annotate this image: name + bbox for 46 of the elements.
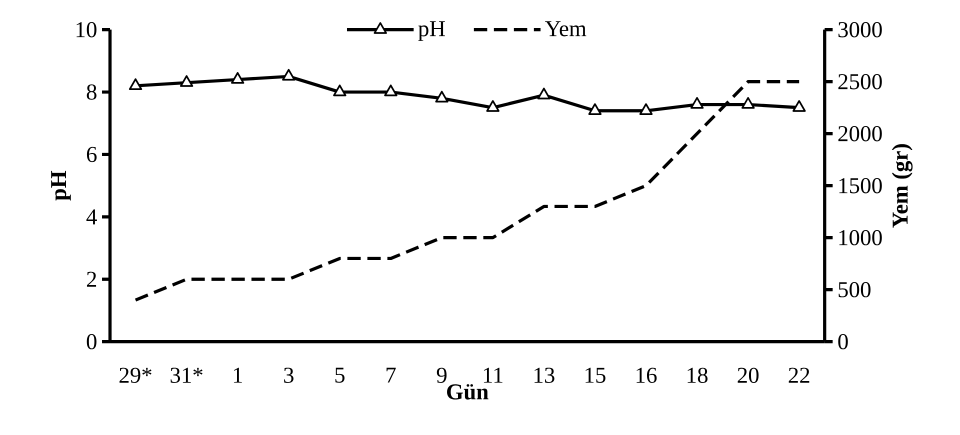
point bbox=[282, 68, 296, 81]
x-tick-label: 31* bbox=[170, 368, 202, 383]
y2-tick-label: 2500 bbox=[838, 74, 882, 90]
x-axis-title: Gün bbox=[447, 384, 488, 400]
point bbox=[333, 84, 346, 96]
point bbox=[230, 72, 244, 84]
x-tick-label: 22 bbox=[788, 368, 810, 383]
x-tick-label: 1 bbox=[234, 368, 242, 383]
x-tick-label: 3 bbox=[284, 368, 294, 383]
point bbox=[435, 90, 448, 102]
x-tick-label: 29* bbox=[120, 368, 152, 383]
x-tick-label: 9 bbox=[436, 368, 447, 383]
point bbox=[741, 97, 755, 109]
y2-tick-label: 500 bbox=[838, 282, 871, 298]
point bbox=[792, 100, 806, 112]
y-tick-label: 0 bbox=[86, 334, 96, 350]
point bbox=[537, 88, 551, 100]
x-tick-label: 20 bbox=[738, 368, 759, 383]
y2-tick-label: 1500 bbox=[839, 178, 882, 194]
x-tick-label: 5 bbox=[335, 368, 345, 383]
x-tick-label: 15 bbox=[586, 368, 606, 383]
x-tick-label: 13 bbox=[534, 368, 554, 383]
x-tick-label: 16 bbox=[636, 368, 657, 383]
x-tick-label: 11 bbox=[484, 368, 502, 383]
point bbox=[486, 100, 500, 112]
y-tick-label: 8 bbox=[86, 84, 96, 100]
x-tick-label: 7 bbox=[386, 368, 396, 383]
legend-label: pH bbox=[418, 21, 445, 41]
y-tick-label: 4 bbox=[86, 209, 97, 224]
legend-label: Yem bbox=[545, 21, 586, 36]
x-tick-label: 18 bbox=[688, 368, 708, 383]
y2-tick-label: 2000 bbox=[838, 126, 882, 142]
y-tick-label: 2 bbox=[86, 272, 96, 287]
y2-tick-label: 0 bbox=[838, 334, 848, 350]
point bbox=[384, 84, 398, 96]
y-tick-label: 10 bbox=[76, 22, 96, 38]
y2-tick-label: 1000 bbox=[839, 230, 882, 246]
point bbox=[639, 103, 653, 115]
point bbox=[588, 103, 602, 115]
y2-tick-label: 3000 bbox=[838, 22, 882, 38]
y-tick-label: 6 bbox=[86, 146, 97, 162]
point bbox=[180, 75, 194, 87]
point bbox=[128, 78, 142, 90]
y-axis-title: pH bbox=[51, 170, 71, 200]
point bbox=[690, 97, 704, 109]
y2-axis-title: Yem (gr) bbox=[892, 144, 913, 228]
